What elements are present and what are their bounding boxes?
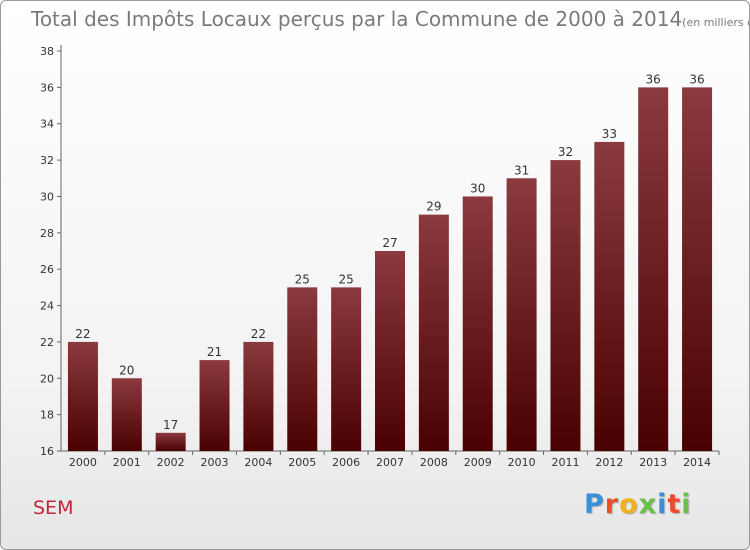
x-tick-label-2008: 2008 — [420, 456, 448, 469]
y-tick-label: 22 — [40, 336, 54, 349]
bar-2001 — [111, 378, 142, 451]
x-tick-label-2001: 2001 — [113, 456, 141, 469]
bar-2008 — [418, 214, 449, 451]
bar-2013 — [638, 87, 669, 451]
logo-letter: i — [657, 489, 668, 520]
logo-letter: o — [619, 489, 639, 520]
x-tick-label-2004: 2004 — [244, 456, 272, 469]
bar-2012 — [594, 141, 625, 451]
y-tick-label: 36 — [40, 81, 54, 94]
bar-2014 — [682, 87, 713, 451]
data-label-2004: 22 — [251, 327, 266, 341]
bar-2005 — [287, 287, 318, 451]
data-label-2007: 27 — [382, 236, 397, 250]
chart-title: Total des Impôts Locaux perçus par la Co… — [31, 7, 749, 31]
y-tick-label: 34 — [40, 118, 54, 131]
bar-2002 — [155, 432, 186, 451]
chart-title-main: Total des Impôts Locaux perçus par la Co… — [31, 7, 683, 31]
logo-letter: x — [638, 489, 658, 520]
y-tick-label: 16 — [40, 445, 54, 458]
data-label-2000: 22 — [75, 327, 90, 341]
data-label-2011: 32 — [558, 145, 573, 159]
data-labels: 22 20 17 21 22 25 25 27 29 30 31 32 33 36 36 — [75, 72, 704, 431]
data-label-2013: 36 — [646, 72, 661, 86]
data-label-2008: 29 — [426, 200, 441, 214]
data-label-2006: 25 — [338, 272, 353, 286]
chart-unit-label: (en milliers d'€) — [682, 16, 749, 29]
bar-2007 — [375, 251, 405, 451]
x-tick-label-2012: 2012 — [595, 456, 623, 469]
data-label-2003: 21 — [207, 345, 222, 359]
data-label-2005: 25 — [295, 272, 310, 286]
bar-2004 — [243, 341, 274, 451]
x-tick-label-2007: 2007 — [376, 456, 404, 469]
y-tick-label: 20 — [40, 372, 54, 385]
x-axis: 2000 2001 2002 2003 2004 2005 2006 2007 2008 2009… — [61, 450, 720, 469]
bar-2010 — [506, 178, 537, 452]
x-tick-label-2006: 2006 — [332, 456, 360, 469]
bar-2003 — [199, 360, 230, 451]
bars — [67, 87, 713, 452]
bar-2009 — [462, 196, 493, 451]
x-tick-label-2013: 2013 — [639, 456, 667, 469]
bar-2000 — [67, 341, 98, 451]
data-label-2010: 31 — [514, 163, 529, 177]
y-axis: 16 18 20 22 24 26 28 30 32 34 36 38 — [40, 45, 62, 458]
y-tick-label: 24 — [40, 300, 54, 313]
y-tick-label: 28 — [40, 227, 54, 240]
data-label-2009: 30 — [470, 181, 485, 195]
proxiti-logo: Proxiti — [584, 489, 692, 520]
y-tick-label: 26 — [40, 263, 54, 276]
y-tick-label: 32 — [40, 154, 54, 167]
y-tick-label: 18 — [40, 409, 54, 422]
y-tick-label: 38 — [40, 45, 54, 58]
logo-letter: i — [681, 489, 692, 520]
x-tick-label-2000: 2000 — [69, 456, 97, 469]
x-tick-label-2005: 2005 — [288, 456, 316, 469]
commune-name: SEM — [33, 497, 74, 519]
y-tick-label: 30 — [40, 190, 54, 203]
x-tick-label-2010: 2010 — [508, 456, 536, 469]
x-tick-label-2014: 2014 — [683, 456, 711, 469]
logo-letter: P — [584, 489, 605, 520]
data-label-2014: 36 — [689, 72, 704, 86]
data-label-2001: 20 — [119, 363, 134, 377]
x-tick-label-2003: 2003 — [201, 456, 229, 469]
bar-2006 — [331, 287, 362, 451]
x-tick-label-2002: 2002 — [157, 456, 185, 469]
x-tick-label-2011: 2011 — [551, 456, 579, 469]
data-label-2002: 17 — [163, 418, 178, 432]
logo-letter: t — [667, 489, 682, 520]
x-tick-label-2009: 2009 — [464, 456, 492, 469]
logo-letter: r — [604, 489, 620, 520]
data-label-2012: 33 — [602, 127, 617, 141]
bar-2011 — [550, 160, 581, 451]
